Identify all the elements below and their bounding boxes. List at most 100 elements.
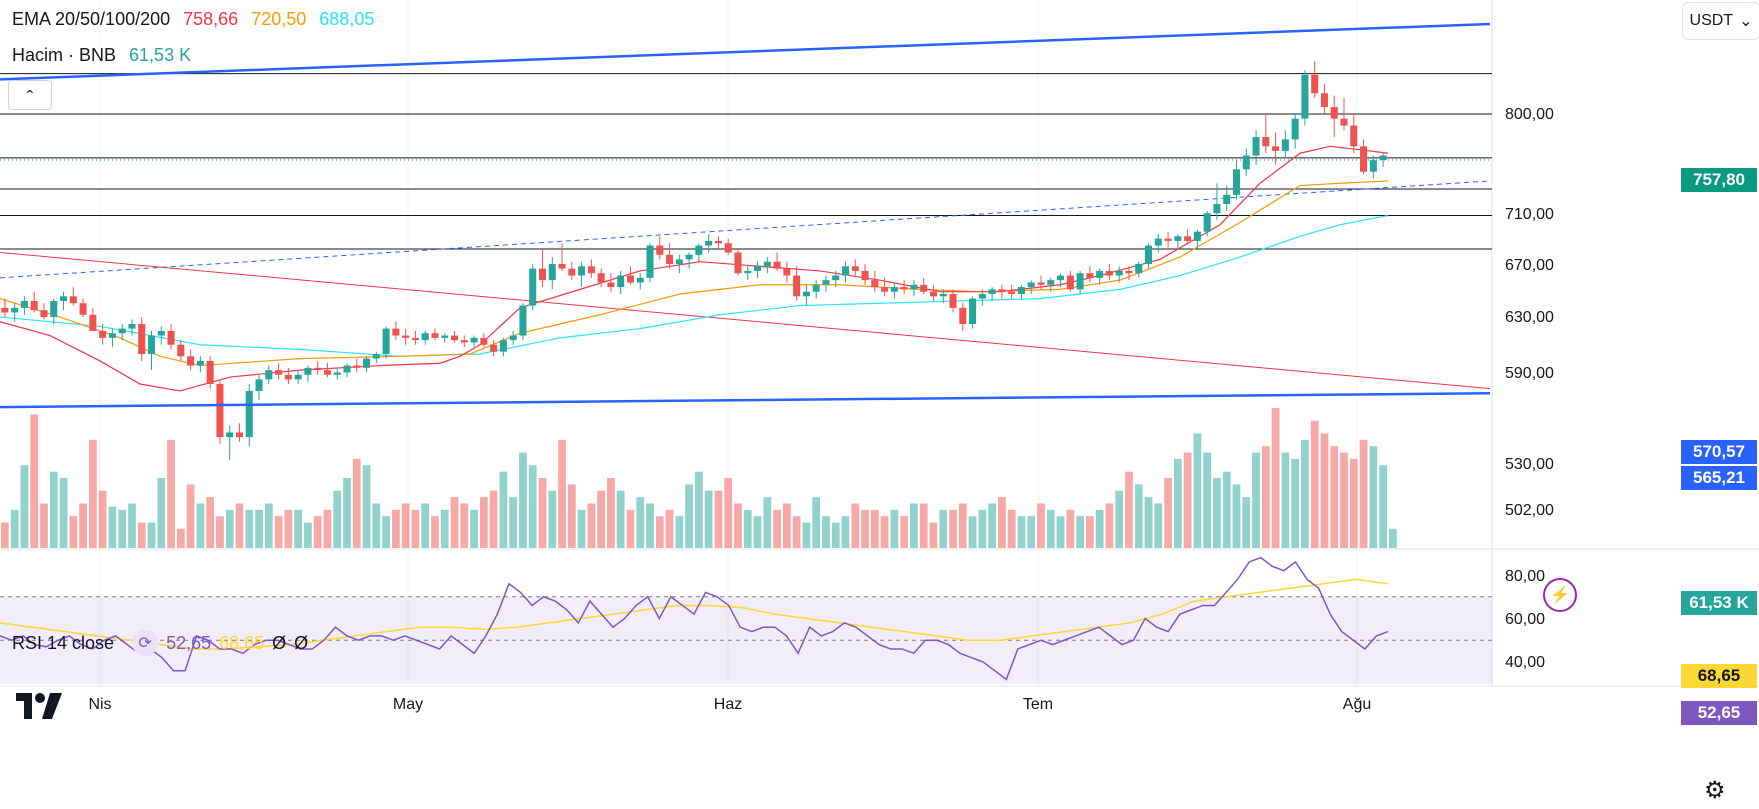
volume-bar — [646, 503, 654, 548]
volume-bar — [1213, 478, 1221, 548]
candle-body — [206, 360, 214, 384]
volume-bar — [137, 522, 146, 548]
candle-body — [587, 266, 595, 274]
volume-bar — [460, 503, 469, 548]
volume-bar — [587, 503, 596, 548]
candle-body — [1232, 169, 1241, 195]
volume-bar — [98, 490, 107, 548]
candle-body — [1008, 291, 1016, 294]
candle-body — [1164, 238, 1172, 241]
candle-body — [607, 282, 615, 288]
trendline-lower-blue — [0, 391, 1491, 409]
volume-bar — [822, 516, 830, 548]
candle-body — [40, 310, 48, 318]
trendline-tag-1-value: 570,57 — [1693, 442, 1745, 461]
volume-bar — [665, 509, 674, 548]
volume-bar — [264, 503, 273, 548]
rsi-tag: 52,65 — [1681, 701, 1757, 725]
refresh-icon[interactable]: ⟳ — [132, 630, 159, 656]
rsi-axis-label: 80,00 — [1505, 568, 1545, 585]
candle-body — [1203, 213, 1211, 232]
candle-body — [1291, 118, 1299, 140]
candle-body — [1105, 270, 1113, 276]
last-price-value: 757,80 — [1693, 170, 1745, 189]
candle-body — [1, 307, 9, 313]
volume-bar — [812, 497, 821, 548]
candle-body — [167, 330, 175, 345]
volume-bar — [108, 506, 117, 548]
candle-body — [431, 333, 439, 338]
volume-bar — [577, 509, 586, 548]
candle-body — [929, 291, 937, 297]
candle-body — [108, 333, 116, 338]
volume-bar — [1144, 497, 1153, 548]
currency-selector[interactable]: USDT ⌄ — [1682, 2, 1759, 40]
candle-body — [841, 266, 850, 276]
volume-bar — [235, 503, 244, 548]
candle-body — [1350, 125, 1358, 147]
candle-body — [793, 275, 801, 297]
time-axis-label: Ağu — [1343, 696, 1371, 713]
candle-body — [99, 330, 107, 338]
volume-bar — [206, 497, 215, 548]
gear-icon[interactable]: ⚙ — [1704, 777, 1726, 804]
rsi-ma-tag-value: 68,65 — [1697, 666, 1741, 685]
volume-bar — [1134, 484, 1143, 548]
candle-body — [871, 280, 879, 288]
volume-bar — [607, 478, 615, 548]
volume-bar — [890, 509, 899, 548]
candle-body — [118, 328, 126, 334]
volume-bar — [861, 509, 869, 548]
chevron-down-icon: ⌄ — [1739, 13, 1753, 30]
collapse-legend-button[interactable]: ⌃ — [8, 80, 52, 110]
candle-body — [1301, 74, 1309, 119]
candle-body — [675, 259, 683, 264]
volume-bar — [1291, 458, 1300, 548]
volume-bar — [79, 503, 87, 548]
ema50-value: 720,50 — [251, 9, 307, 29]
volume-bar — [450, 497, 459, 548]
ema20-value: 758,66 — [183, 9, 239, 29]
volume-bar — [655, 516, 664, 548]
candle-body — [382, 328, 390, 354]
volume-bar — [802, 522, 811, 548]
candle-body — [128, 324, 136, 329]
candle-body — [881, 287, 889, 292]
candle-body — [323, 370, 331, 375]
candle-body — [460, 340, 468, 343]
volume-bar — [939, 509, 948, 548]
volume-bar — [1203, 452, 1212, 548]
candle-body — [920, 284, 928, 292]
candle-body — [538, 268, 547, 281]
candle-body — [20, 300, 28, 308]
candle-body — [1057, 275, 1065, 281]
rsi-extra-2: Ø — [294, 632, 309, 653]
trendline-tag-1: 570,57 — [1681, 440, 1757, 464]
candle-body — [275, 370, 283, 375]
volume-bar — [1007, 509, 1016, 548]
price-axis-label: 710,00 — [1505, 206, 1554, 223]
candle-body — [617, 275, 625, 288]
candle-body — [1047, 280, 1055, 285]
candle-body — [548, 264, 556, 281]
candle-body — [490, 344, 498, 352]
candle-body — [402, 335, 410, 338]
volume-bar — [968, 516, 977, 548]
lightning-icon[interactable]: ⚡ — [1543, 578, 1577, 612]
price-axis-label: 590,00 — [1505, 365, 1554, 382]
candle-body — [714, 240, 722, 244]
volume-bar — [118, 509, 127, 548]
trendline-tag-2: 565,21 — [1681, 466, 1757, 490]
candle-body — [1360, 146, 1368, 172]
volume-bar — [548, 490, 557, 548]
candle-body — [832, 275, 840, 281]
volume-bar — [1, 522, 9, 548]
volume-bar — [509, 497, 518, 548]
volume-bar — [1125, 471, 1133, 548]
volume-bar — [831, 522, 840, 548]
volume-bar — [1017, 516, 1026, 548]
price-axis-label: 502,00 — [1505, 502, 1554, 519]
volume-bar — [313, 516, 322, 548]
candle-body — [1379, 155, 1387, 161]
